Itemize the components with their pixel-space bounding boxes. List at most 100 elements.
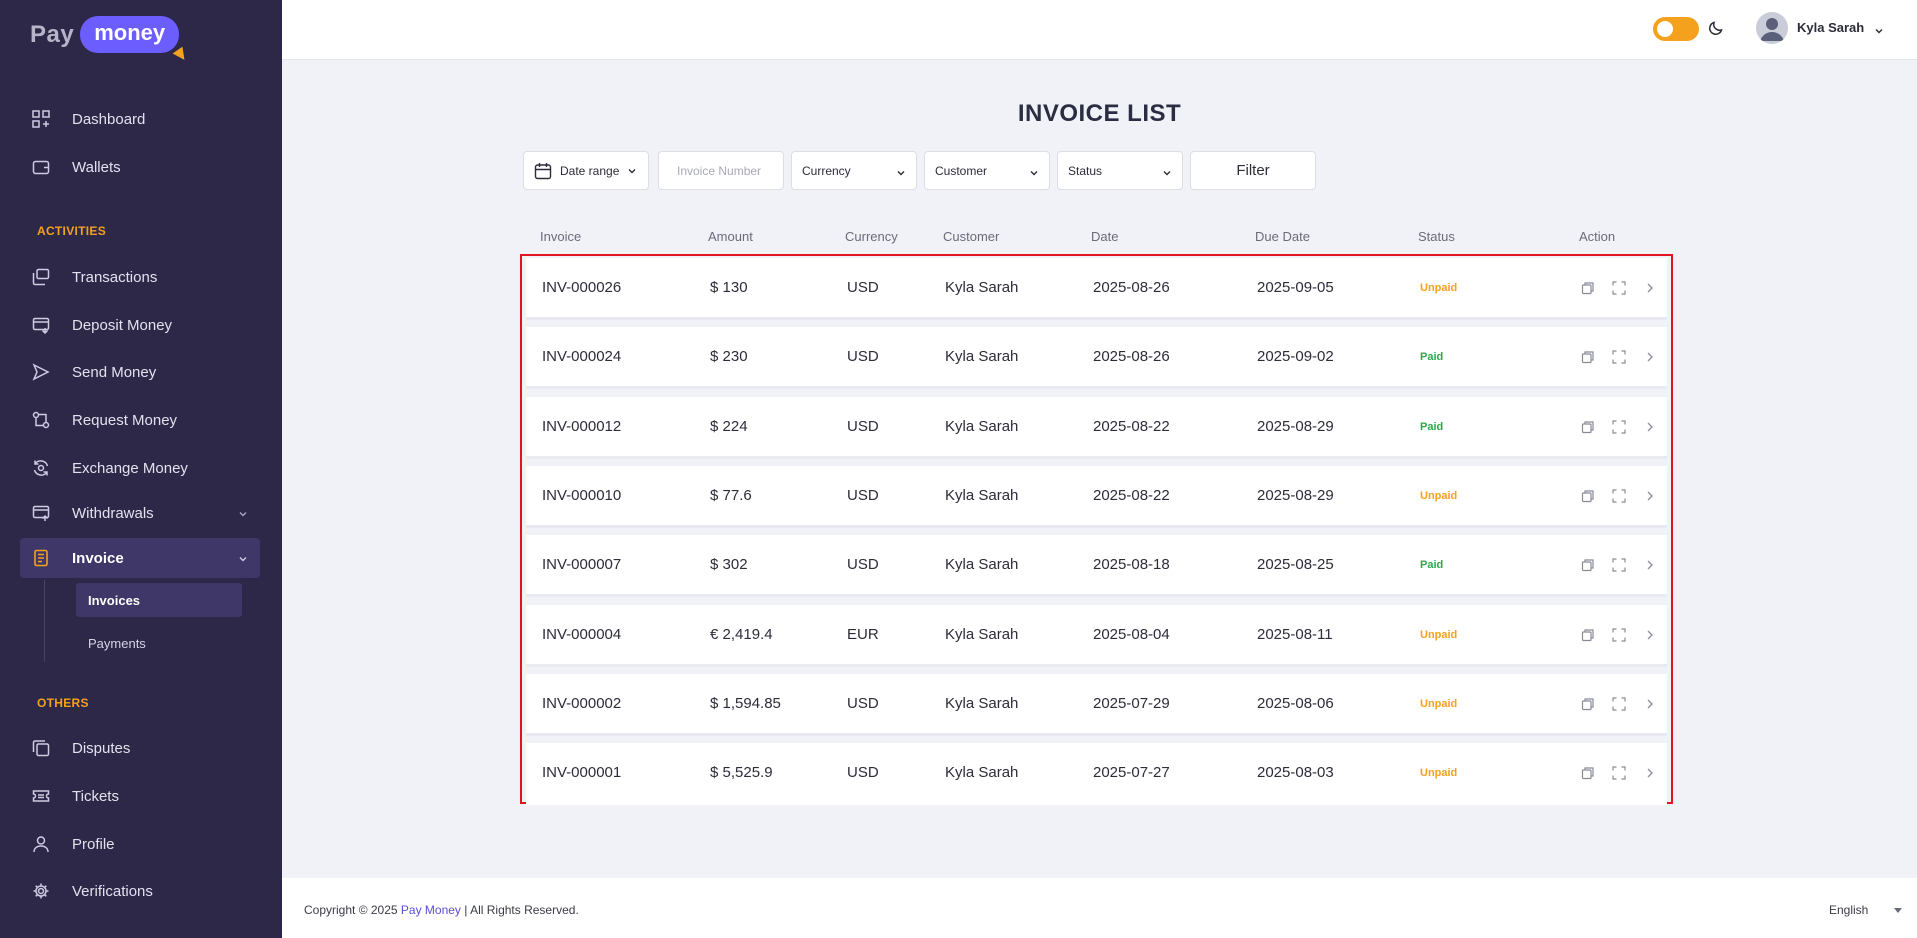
expand-icon[interactable] <box>1612 766 1626 785</box>
sidebar-item-dashboard[interactable]: Dashboard <box>20 99 260 139</box>
deposit-icon <box>32 316 50 334</box>
sidebar-item-wallets[interactable]: Wallets <box>20 147 260 187</box>
sidebar-subitem-invoices[interactable]: Invoices <box>76 583 242 617</box>
theme-toggle[interactable] <box>1653 17 1699 41</box>
copy-icon[interactable] <box>1581 766 1595 785</box>
copy-icon[interactable] <box>1581 281 1595 300</box>
copy-icon[interactable] <box>1581 489 1595 508</box>
sidebar-item-request-money[interactable]: Request Money <box>20 400 260 440</box>
status-select[interactable]: Status <box>1057 151 1183 190</box>
invoice-amount: $ 224 <box>710 418 748 435</box>
copyright-prefix: Copyright © 2025 <box>304 903 398 917</box>
expand-icon[interactable] <box>1612 558 1626 577</box>
filter-button[interactable]: Filter <box>1190 151 1316 190</box>
sidebar-item-withdrawals[interactable]: Withdrawals <box>20 493 260 533</box>
invoice-currency: USD <box>847 556 879 573</box>
sidebar-item-disputes[interactable]: Disputes <box>20 728 260 768</box>
chevron-down-icon[interactable] <box>1874 23 1884 41</box>
customer-select[interactable]: Customer <box>924 151 1050 190</box>
expand-icon[interactable] <box>1612 697 1626 716</box>
sidebar-item-profile[interactable]: Profile <box>20 824 260 864</box>
sidebar-item-exchange-money[interactable]: Exchange Money <box>20 448 260 488</box>
table-row[interactable]: INV-000012 $ 224 USD Kyla Sarah 2025-08-… <box>526 397 1667 459</box>
pay-money-logo[interactable]: Pay money <box>30 16 190 64</box>
invoice-number: INV-000010 <box>542 487 622 504</box>
currency-select[interactable]: Currency <box>791 151 917 190</box>
status-badge: Unpaid <box>1420 282 1458 294</box>
sidebar-subitem-payments[interactable]: Payments <box>88 635 146 651</box>
column-header: Amount <box>708 229 753 244</box>
sidebar-item-send-money[interactable]: Send Money <box>20 352 260 392</box>
expand-icon[interactable] <box>1612 628 1626 647</box>
brand-link[interactable]: Pay Money <box>400 903 461 917</box>
send-icon <box>32 363 50 381</box>
avatar[interactable] <box>1756 12 1788 44</box>
invoice-date: 2025-07-29 <box>1093 695 1170 712</box>
copy-icon[interactable] <box>1581 697 1595 716</box>
chevron-right-icon[interactable] <box>1643 558 1657 577</box>
invoice-number: INV-000024 <box>542 348 622 365</box>
chevron-right-icon[interactable] <box>1643 697 1657 716</box>
invoice-amount: € 2,419.4 <box>710 626 773 643</box>
chevron-right-icon[interactable] <box>1643 420 1657 439</box>
invoice-amount: $ 77.6 <box>710 487 752 504</box>
logo-pay-text: Pay <box>30 20 75 48</box>
copyright-suffix: | All Rights Reserved. <box>464 903 579 917</box>
copy-icon[interactable] <box>1581 420 1595 439</box>
transactions-icon <box>32 268 50 286</box>
table-row[interactable]: INV-000010 $ 77.6 USD Kyla Sarah 2025-08… <box>526 466 1667 528</box>
dashboard-icon <box>32 110 50 128</box>
invoice-number-input[interactable]: Invoice Number <box>658 151 784 190</box>
column-header: Date <box>1091 229 1119 244</box>
sidebar-item-transactions[interactable]: Transactions <box>20 257 260 297</box>
invoice-date: 2025-08-26 <box>1093 348 1170 365</box>
column-header: Customer <box>943 229 1000 244</box>
sidebar-item-label: Send Money <box>72 363 157 381</box>
expand-icon[interactable] <box>1612 489 1626 508</box>
expand-icon[interactable] <box>1612 281 1626 300</box>
status-select-label: Status <box>1068 163 1103 178</box>
table-row[interactable]: INV-000004 € 2,419.4 EUR Kyla Sarah 2025… <box>526 605 1667 667</box>
copy-icon[interactable] <box>1581 558 1595 577</box>
moon-icon[interactable] <box>1708 20 1724 41</box>
invoice-number: INV-000026 <box>542 279 622 296</box>
chevron-right-icon[interactable] <box>1643 766 1657 785</box>
table-row[interactable]: INV-000007 $ 302 USD Kyla Sarah 2025-08-… <box>526 535 1667 597</box>
profile-icon <box>32 835 50 853</box>
username[interactable]: Kyla Sarah <box>1797 20 1865 35</box>
expand-icon[interactable] <box>1612 420 1626 439</box>
top-bar: Kyla Sarah <box>282 0 1917 60</box>
calendar-icon <box>534 162 552 180</box>
sidebar-item-verifications[interactable]: Verifications <box>20 871 260 911</box>
sidebar-item-label: Profile <box>72 835 115 853</box>
sidebar-item-deposit-money[interactable]: Deposit Money <box>20 305 260 345</box>
table-row[interactable]: INV-000001 $ 5,525.9 USD Kyla Sarah 2025… <box>526 743 1667 805</box>
copy-icon[interactable] <box>1581 628 1595 647</box>
status-badge: Unpaid <box>1420 767 1458 779</box>
sidebar-item-invoice[interactable]: Invoice <box>20 538 260 578</box>
sidebar-item-tickets[interactable]: Tickets <box>20 776 260 816</box>
chevron-right-icon[interactable] <box>1643 628 1657 647</box>
table-row[interactable]: INV-000002 $ 1,594.85 USD Kyla Sarah 202… <box>526 674 1667 736</box>
column-header: Action <box>1579 229 1616 244</box>
column-header: Currency <box>845 229 898 244</box>
cursor-icon <box>172 46 190 64</box>
expand-icon[interactable] <box>1612 350 1626 369</box>
caret-down-icon[interactable] <box>1894 908 1902 913</box>
sidebar-item-label: Tickets <box>72 787 119 805</box>
table-row[interactable]: INV-000024 $ 230 USD Kyla Sarah 2025-08-… <box>526 327 1667 389</box>
invoice-customer: Kyla Sarah <box>945 556 1019 573</box>
chevron-right-icon[interactable] <box>1643 489 1657 508</box>
copy-icon[interactable] <box>1581 350 1595 369</box>
table-row[interactable]: INV-000026 $ 130 USD Kyla Sarah 2025-08-… <box>526 258 1667 320</box>
language-select[interactable]: English <box>1829 903 1869 917</box>
chevron-right-icon[interactable] <box>1643 350 1657 369</box>
status-badge: Unpaid <box>1420 629 1458 641</box>
invoice-customer: Kyla Sarah <box>945 348 1019 365</box>
invoice-due-date: 2025-09-02 <box>1257 348 1334 365</box>
invoice-due-date: 2025-08-29 <box>1257 487 1334 504</box>
date-range-picker[interactable]: Date range <box>523 151 649 190</box>
chevron-right-icon[interactable] <box>1643 281 1657 300</box>
invoice-date: 2025-08-26 <box>1093 279 1170 296</box>
chevron-down-icon <box>238 506 248 523</box>
